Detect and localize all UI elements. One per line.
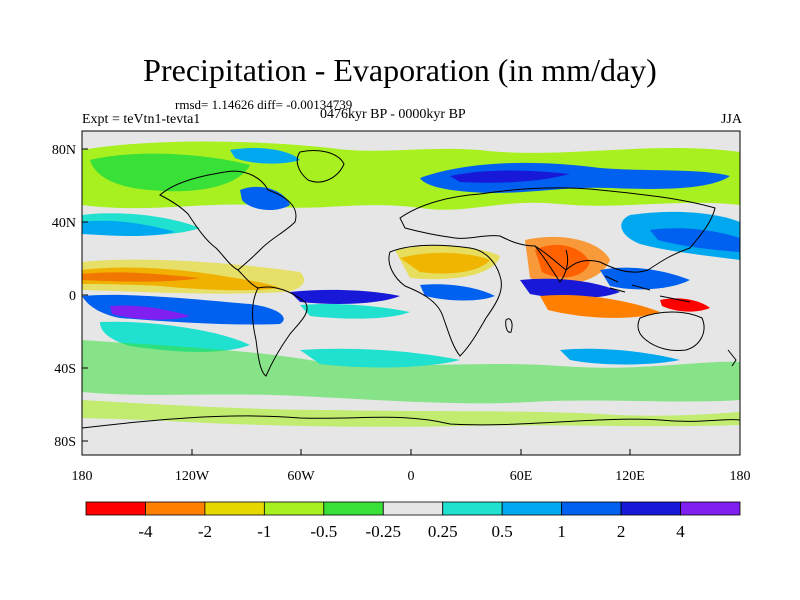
coastlines: [81, 150, 741, 429]
chart-title: Precipitation - Evaporation (in mm/day): [143, 52, 657, 88]
coast-australia: [637, 311, 705, 351]
green-south-mid: [82, 340, 740, 404]
colorbar-level-label: 1: [557, 522, 566, 541]
x-tick-60w: 60W: [287, 469, 315, 484]
tick-marks: [81, 148, 741, 455]
coast-greenland: [296, 150, 345, 183]
x-tick-60e: 60E: [510, 469, 533, 484]
colorbar-level-label: 0.25: [428, 522, 458, 541]
x-tick-180w: 180: [72, 469, 93, 484]
green-antarctic: [82, 400, 740, 427]
colorbar-swatch: [561, 501, 622, 516]
anomaly-field: [82, 141, 740, 427]
blue-indian-ocean: [520, 278, 620, 299]
colorbar-labels: -4 -2 -1 -0.5 -0.25 0.25 0.5 1 2 4: [138, 522, 685, 541]
season-label: JJA: [720, 112, 742, 127]
x-tick-0: 0: [408, 469, 415, 484]
blue-eurasia: [420, 162, 730, 193]
blue-atlantic-eq: [290, 289, 400, 304]
coast-india: [534, 245, 569, 283]
x-tick-120e: 120E: [615, 469, 645, 484]
blue-maritime: [600, 267, 690, 290]
y-tick-40n: 40N: [52, 216, 76, 231]
yellow-africa: [395, 245, 500, 280]
colorbar-level-label: -2: [198, 522, 212, 541]
green-field-nw: [90, 153, 250, 192]
orange-indian-ocean: [540, 294, 660, 318]
coast-south-america: [252, 286, 308, 377]
colorbar-swatch: [204, 501, 265, 516]
colorbar-level-label: -1: [257, 522, 271, 541]
experiment-label: Expt = teVtn1-tevta1: [82, 112, 201, 127]
colorbar: [85, 501, 741, 516]
colorbar-level-label: 2: [617, 522, 626, 541]
red-png: [660, 298, 710, 312]
dblue-wpac: [650, 228, 740, 252]
y-tick-80s: 80S: [54, 435, 76, 450]
colorbar-swatch: [501, 501, 563, 516]
colorbar-swatch: [620, 501, 681, 516]
y-tick-40s: 40S: [54, 362, 76, 377]
blue-hudson: [240, 186, 290, 211]
colorbar-swatch: [442, 501, 503, 516]
yellow-band-pacific: [82, 259, 305, 294]
coast-north-america: [159, 170, 297, 271]
coast-africa: [388, 244, 502, 357]
colorbar-level-label: 4: [676, 522, 685, 541]
coast-nz: [727, 349, 737, 367]
colorbar-level-label: -4: [138, 522, 153, 541]
colorbar-swatch: [680, 501, 741, 516]
colorbar-level-label: -0.5: [310, 522, 337, 541]
coast-maritime: [604, 275, 691, 303]
cyan-south-ocean: [300, 348, 460, 368]
coast-antarctica: [81, 415, 741, 429]
blue-south-ocean: [560, 348, 680, 365]
colorbar-level-label: 0.5: [492, 522, 513, 541]
cyan-atlantic: [300, 303, 410, 319]
y-tick-0: 0: [69, 289, 76, 304]
violet-south-pacific: [110, 305, 190, 320]
stats-text: rmsd= 1.14626 diff= -0.00134739: [175, 97, 353, 112]
colorbar-swatch: [85, 501, 146, 516]
blue-africa: [420, 284, 495, 301]
period-text: 0476kyr BP - 0000kyr BP: [320, 107, 466, 122]
dblue-eurasia: [450, 170, 570, 183]
colorbar-swatch: [323, 501, 384, 516]
blue-npac: [82, 220, 175, 236]
coast-madagascar: [505, 318, 513, 333]
colorbar-swatch: [382, 501, 444, 516]
x-tick-120w: 120W: [175, 469, 210, 484]
x-tick-180e: 180: [730, 469, 751, 484]
colorbar-level-label: -0.25: [366, 522, 401, 541]
blue-arctic: [230, 148, 300, 164]
coast-eurasia: [399, 187, 716, 273]
colorbar-swatch: [145, 501, 206, 516]
y-tick-80n: 80N: [52, 143, 76, 158]
coast-central-america: [237, 269, 259, 289]
colorbar-swatch: [263, 501, 325, 516]
